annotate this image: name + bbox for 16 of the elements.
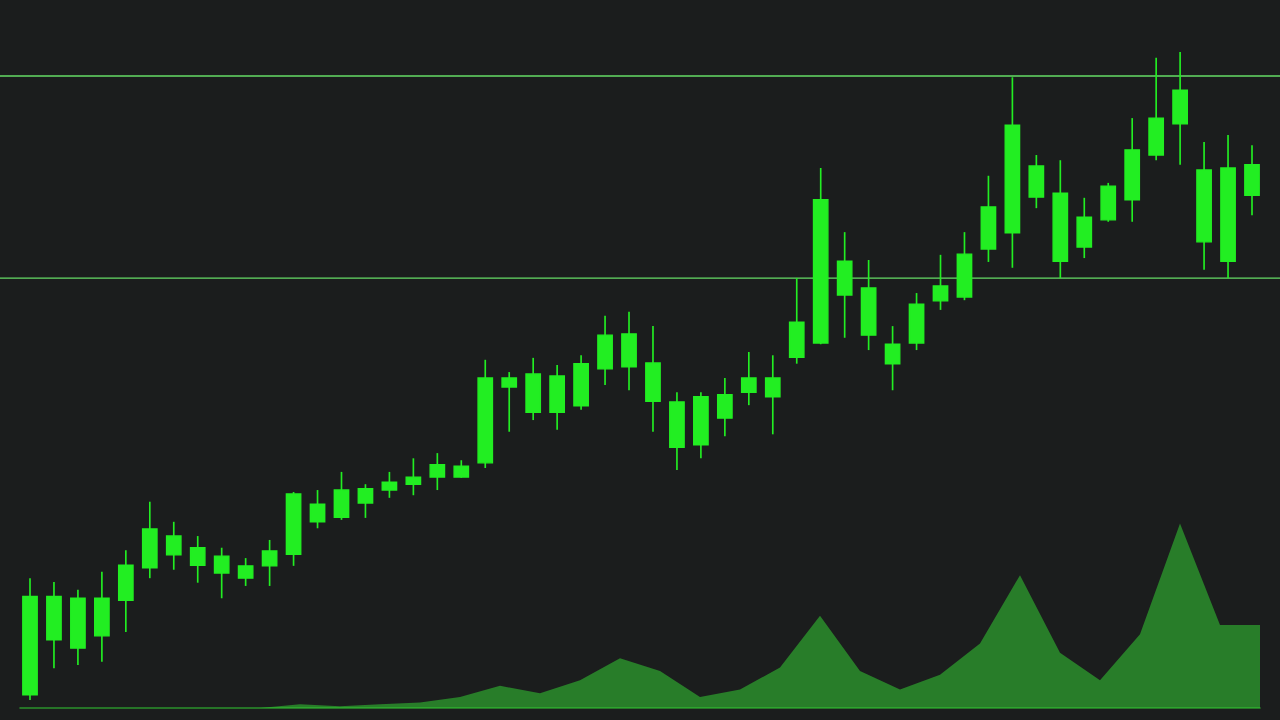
candlestick [237, 557, 254, 587]
candlestick [740, 351, 757, 406]
candlestick [764, 354, 781, 436]
candlestick [932, 253, 949, 311]
candlestick [429, 452, 446, 491]
candlestick [213, 546, 230, 600]
candlestick [405, 457, 422, 497]
candlestick [381, 471, 398, 499]
candlestick [309, 489, 326, 530]
candlestick [884, 325, 901, 392]
candlestick [357, 483, 374, 519]
candlestick [261, 539, 278, 587]
candlestick [716, 377, 733, 438]
candlestick [165, 520, 182, 571]
candlestick [501, 371, 518, 433]
candlestick [189, 535, 206, 584]
